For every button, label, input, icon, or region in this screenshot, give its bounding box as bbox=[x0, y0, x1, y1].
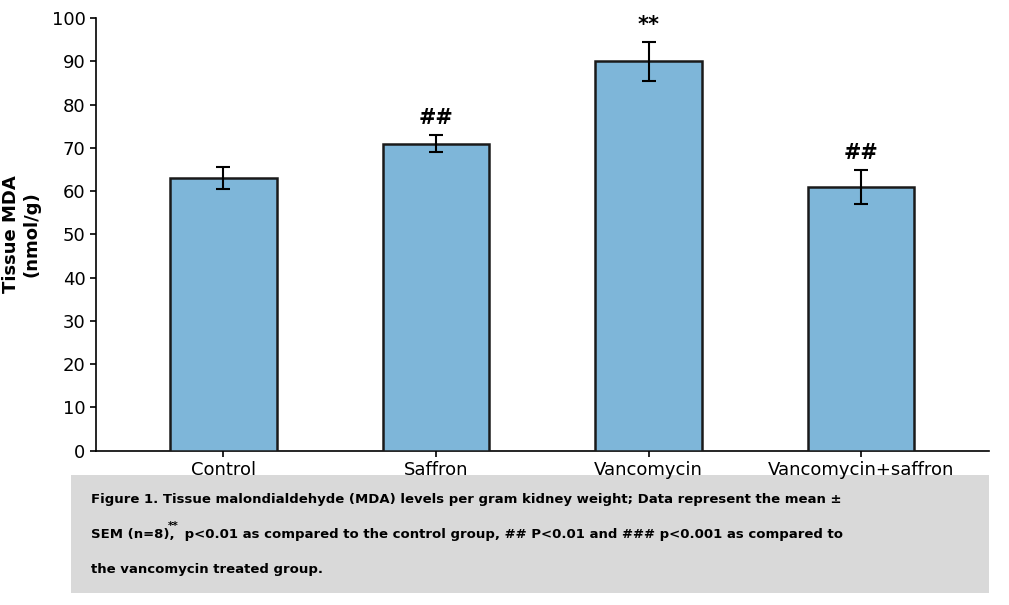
Text: the vancomycin treated group.: the vancomycin treated group. bbox=[91, 563, 323, 576]
Bar bbox=[595, 62, 702, 451]
Text: ##: ## bbox=[844, 143, 879, 163]
Text: SEM (n=8),: SEM (n=8), bbox=[91, 528, 179, 541]
Text: Figure 1. Tissue malondialdehyde (MDA) levels per gram kidney weight; Data repre: Figure 1. Tissue malondialdehyde (MDA) l… bbox=[91, 493, 842, 506]
Bar bbox=[808, 187, 914, 451]
Bar bbox=[171, 178, 276, 451]
Text: **: ** bbox=[167, 521, 179, 531]
Y-axis label: Tissue MDA
(nmol/g): Tissue MDA (nmol/g) bbox=[2, 175, 40, 293]
Bar bbox=[382, 143, 489, 451]
Text: p<0.01 as compared to the control group, ## P<0.01 and ### p<0.001 as compared t: p<0.01 as compared to the control group,… bbox=[180, 528, 843, 541]
Text: ##: ## bbox=[419, 108, 453, 128]
Text: **: ** bbox=[638, 16, 660, 36]
